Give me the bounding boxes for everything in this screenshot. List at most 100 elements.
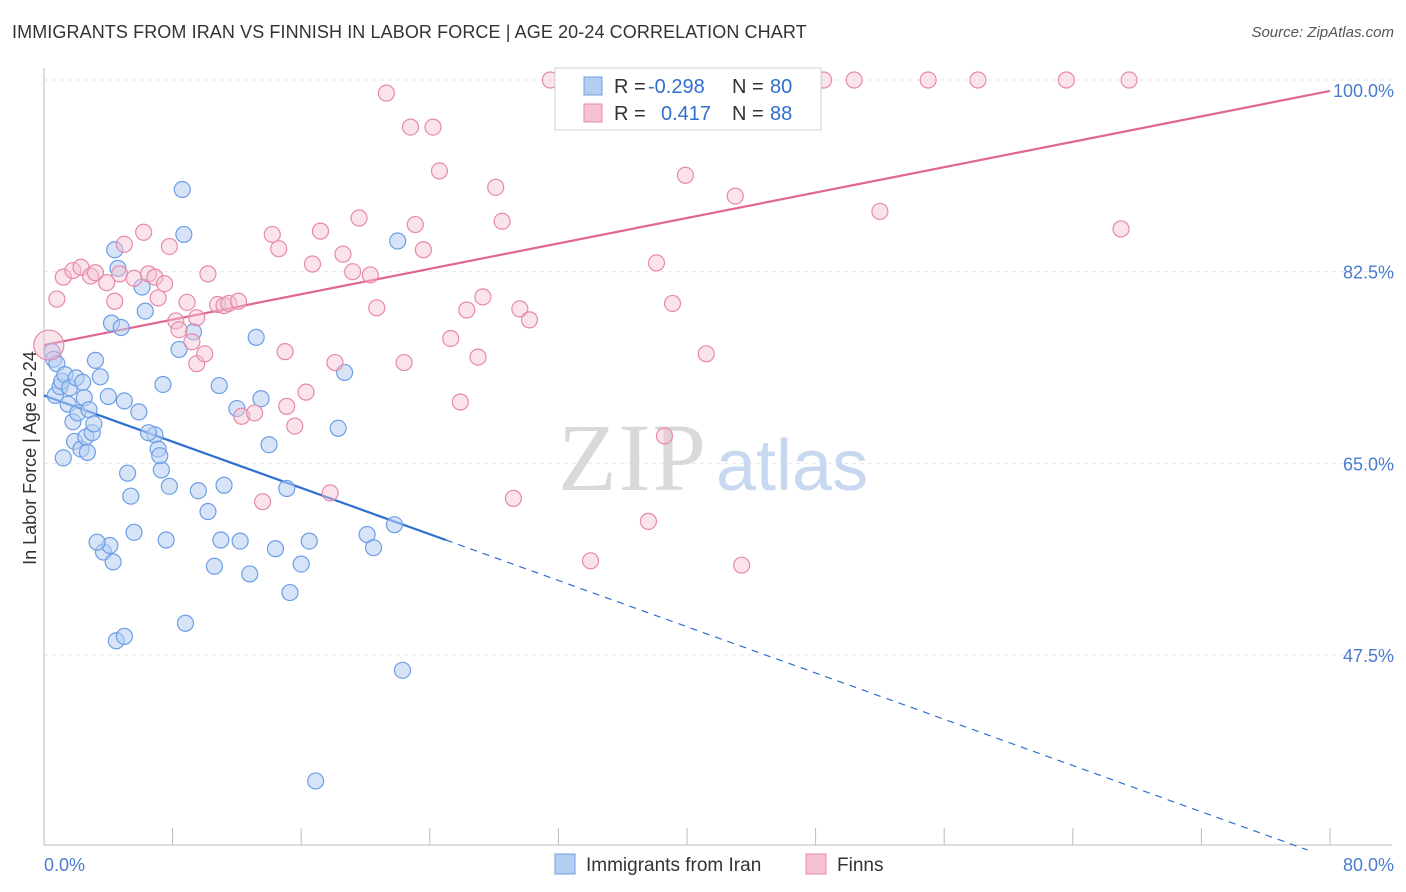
point-finns-43 [361,266,379,284]
point-iran-61 [307,772,325,790]
point-iran-35 [154,375,172,394]
chart-title: IMMIGRANTS FROM IRAN VS FINNISH IN LABOR… [12,22,807,42]
legend-r-value-iran: -0.298 [648,76,705,98]
y-tick-label-1: 82.5% [1343,263,1394,283]
point-finns-20 [178,293,196,311]
legend-r-label-iran: R = [614,76,646,98]
point-finns-1 [48,290,66,308]
point-iran-28 [122,487,140,505]
point-finns-55 [469,348,487,366]
point-finns-7 [98,274,116,292]
point-finns-14 [146,268,164,286]
point-finns-19 [170,321,188,339]
point-finns-40 [334,245,352,263]
point-iran-67 [389,232,407,250]
point-iran-32 [136,302,154,320]
x-tick-labels: 0.0% 80.0% [44,855,1394,875]
series-iran-points [43,180,412,790]
axes [43,68,1392,846]
trend-lines [43,89,1331,851]
point-finns-69 [647,254,666,272]
point-finns-80 [919,71,937,89]
point-finns-27 [229,292,248,310]
y-tick-label-3: 47.5% [1343,646,1394,666]
point-finns-6 [86,264,105,282]
point-finns-11 [125,269,143,287]
point-finns-87 [188,309,206,327]
bottom-legend-label-finns: Finns [837,855,883,876]
point-iran-20 [91,368,109,386]
point-iran-54 [252,390,270,408]
trend-line-finns [43,89,1331,347]
point-iran-17 [80,401,98,419]
point-iran-78 [139,424,158,442]
point-iran-45 [199,502,217,521]
point-finns-31 [263,225,281,244]
point-iran-53 [247,328,265,346]
point-iran-44 [176,614,195,632]
point-finns-49 [414,241,432,259]
legend-n-value-iran: 80 [770,76,792,98]
point-iran-25 [112,318,130,337]
point-iran-29 [125,523,143,541]
correlation-legend: R = -0.298 N = 80 R = 0.417 N = 88 [554,67,822,131]
legend-n-value-finns: 88 [770,103,792,125]
point-finns-79 [871,202,889,221]
point-finns-5 [82,267,100,285]
point-iran-62 [329,419,347,437]
point-finns-83 [1112,220,1130,238]
source-label: Source: ZipAtlas.com [1251,24,1394,41]
series-legend: Immigrants from Iran Finns [554,853,883,876]
point-finns-64 [581,552,600,570]
legend-swatch-finns [583,103,603,123]
point-finns-53 [451,393,469,411]
point-iran-42 [173,180,191,199]
point-finns-78 [845,71,863,89]
x-tick-label-1: 80.0% [1343,855,1394,875]
point-iran-71 [88,533,106,551]
point-finns-47 [401,118,420,136]
point-finns-42 [350,209,368,227]
point-finns-60 [511,300,529,318]
point-finns-59 [504,489,522,507]
point-finns-45 [377,84,395,102]
point-iran-72 [104,553,122,571]
bottom-legend-swatch-iran [554,853,576,875]
x-tick-label-0: 0.0% [44,855,85,875]
trend-line-iran-extension [445,539,1308,851]
legend-n-label-iran: N = [732,76,764,98]
point-finns-72 [676,166,694,184]
point-finns-68 [639,512,658,530]
point-finns-8 [106,292,124,310]
bottom-legend-label-iran: Immigrants from Iran [586,855,761,876]
watermark: ZIP atlas [558,404,868,511]
point-finns-30 [254,493,272,511]
point-finns-71 [663,294,682,313]
watermark-zip: ZIP [558,404,708,511]
legend-swatch-iran [583,76,603,96]
point-finns-35 [297,383,315,401]
point-finns-9 [110,265,129,283]
legend-n-label-finns: N = [732,103,764,125]
point-finns-15 [149,289,167,307]
point-iran-30 [130,403,148,421]
point-iran-36 [157,531,175,549]
point-iran-51 [231,532,249,550]
point-iran-19 [86,351,105,369]
point-finns-21 [183,333,201,351]
point-iran-75 [54,449,72,467]
point-finns-39 [326,353,344,372]
point-finns-37 [311,222,330,240]
point-finns-50 [424,118,442,136]
point-finns-52 [442,329,460,348]
point-finns-85 [196,345,214,363]
point-finns-76 [733,556,751,574]
trend-line-iran [43,394,447,542]
legend-r-label-finns: R = [614,103,646,125]
point-iran-79 [189,482,207,500]
point-finns-28 [233,407,251,425]
point-finns-61 [520,311,539,329]
y-tick-label-2: 65.0% [1343,454,1394,474]
point-finns-48 [406,215,424,234]
